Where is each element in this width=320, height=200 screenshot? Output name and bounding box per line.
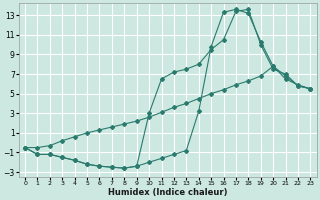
X-axis label: Humidex (Indice chaleur): Humidex (Indice chaleur): [108, 188, 228, 197]
